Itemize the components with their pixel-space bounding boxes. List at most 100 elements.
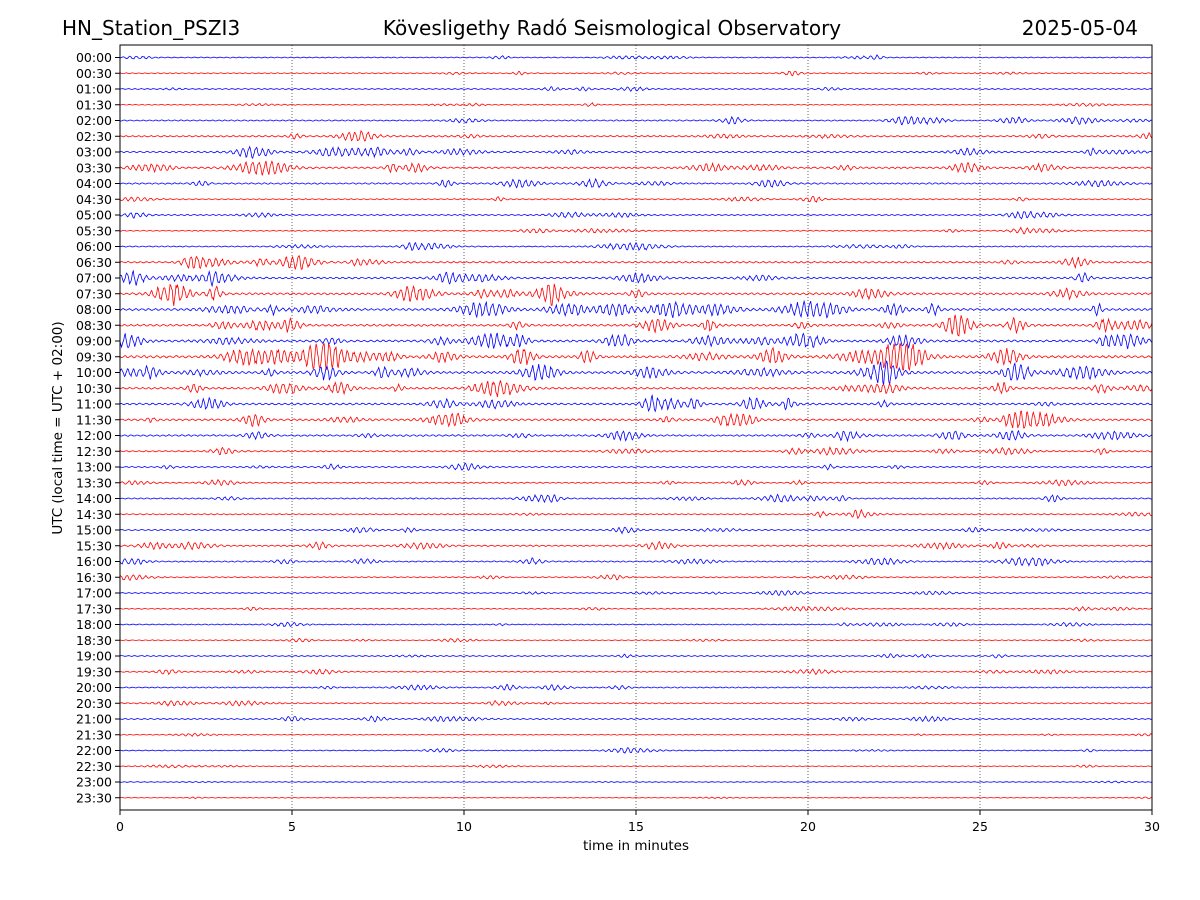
y-tick-label: 14:00	[76, 491, 112, 506]
y-tick-label: 07:30	[76, 286, 112, 301]
y-tick-label: 07:00	[76, 271, 112, 286]
trace-0500	[119, 210, 1153, 220]
y-tick-label: 18:00	[76, 617, 112, 632]
x-axis-ticks: 0 5 10 15 20 25 30	[116, 810, 1160, 834]
trace-2130	[120, 732, 1153, 737]
trace-2200	[119, 747, 1153, 754]
y-tick-label: 03:30	[76, 160, 112, 175]
trace-1830	[119, 637, 1153, 643]
y-tick-label: 14:30	[76, 507, 112, 522]
trace-1730	[119, 605, 1153, 612]
y-tick-label: 01:00	[76, 82, 112, 97]
trace-1600	[119, 556, 1153, 567]
trace-1800	[119, 621, 1153, 628]
trace-0300	[119, 145, 1153, 160]
y-tick-label: 08:30	[76, 318, 112, 333]
trace-1100	[119, 394, 1153, 413]
y-tick-label: 22:30	[76, 759, 112, 774]
y-axis-ticks: 00:0000:3001:0001:3002:0002:3003:0003:30…	[76, 50, 120, 805]
y-tick-label: 19:30	[76, 664, 112, 679]
y-tick-label: 09:00	[76, 334, 112, 349]
y-tick-label: 16:30	[76, 570, 112, 585]
trace-1300	[119, 462, 1153, 471]
y-tick-label: 17:30	[76, 601, 112, 616]
y-tick-label: 06:00	[76, 239, 112, 254]
y-axis-label: UTC (local time = UTC + 02:00)	[50, 321, 66, 534]
trace-2300	[120, 780, 1153, 784]
y-tick-label: 21:30	[76, 727, 112, 742]
trace-0700	[119, 269, 1153, 288]
x-tick-label: 15	[628, 819, 644, 834]
trace-0730	[119, 283, 1153, 307]
y-tick-label: 00:00	[76, 50, 112, 65]
trace-1430	[120, 508, 1153, 520]
y-tick-label: 21:00	[76, 712, 112, 727]
trace-2100	[119, 715, 1153, 723]
trace-0830	[119, 314, 1153, 337]
trace-0100	[119, 86, 1153, 93]
trace-0600	[119, 241, 1153, 252]
trace-1230	[119, 446, 1153, 456]
y-tick-label: 20:00	[76, 680, 112, 695]
x-tick-label: 20	[800, 819, 816, 834]
y-tick-label: 23:30	[76, 790, 112, 805]
trace-2030	[119, 699, 1152, 707]
y-tick-label: 12:00	[76, 428, 112, 443]
y-tick-label: 11:00	[76, 397, 112, 412]
y-tick-label: 06:30	[76, 255, 112, 270]
x-tick-label: 30	[1144, 819, 1160, 834]
y-tick-label: 12:30	[76, 444, 112, 459]
x-tick-label: 0	[116, 819, 124, 834]
trace-0030	[119, 70, 1153, 77]
y-tick-label: 20:30	[76, 696, 112, 711]
y-tick-label: 23:00	[76, 775, 112, 790]
y-tick-label: 11:30	[76, 412, 112, 427]
trace-0230	[119, 130, 1153, 142]
observatory-title: Kövesligethy Radó Seismological Observat…	[383, 16, 841, 40]
y-tick-label: 13:30	[76, 475, 112, 490]
y-tick-label: 22:00	[76, 743, 112, 758]
y-tick-label: 19:00	[76, 649, 112, 664]
trace-1330	[119, 478, 1153, 487]
trace-1930	[119, 668, 1153, 676]
trace-0900	[119, 332, 1153, 350]
trace-0330	[119, 160, 1153, 176]
y-tick-label: 10:30	[76, 381, 112, 396]
y-tick-label: 04:00	[76, 176, 112, 191]
trace-1030	[119, 380, 1153, 398]
trace-0530	[119, 226, 1153, 235]
y-tick-label: 03:00	[76, 145, 112, 160]
trace-0430	[119, 195, 1153, 203]
station-title: HN_Station_PSZI3	[62, 16, 240, 40]
date-title: 2025-05-04	[1022, 16, 1138, 40]
y-tick-label: 04:30	[76, 192, 112, 207]
trace-1130	[119, 410, 1153, 429]
trace-2230	[119, 764, 1152, 769]
trace-2330	[119, 796, 1153, 800]
y-tick-label: 16:00	[76, 554, 112, 569]
trace-0630	[119, 254, 1152, 270]
y-tick-label: 09:30	[76, 349, 112, 364]
x-axis-label: time in minutes	[583, 838, 689, 854]
y-tick-label: 17:00	[76, 586, 112, 601]
x-tick-label: 5	[288, 819, 296, 834]
trace-1630	[119, 574, 1152, 581]
trace-0400	[119, 177, 1153, 189]
y-tick-label: 15:30	[76, 538, 112, 553]
trace-0930	[119, 343, 1153, 372]
trace-1000	[119, 360, 1153, 385]
y-tick-label: 00:30	[76, 66, 112, 81]
y-tick-label: 18:30	[76, 633, 112, 648]
y-tick-label: 05:00	[76, 208, 112, 223]
y-tick-label: 02:30	[76, 129, 112, 144]
y-tick-label: 05:30	[76, 223, 112, 238]
y-tick-label: 08:00	[76, 302, 112, 317]
seismic-traces	[119, 54, 1153, 800]
trace-2000	[119, 683, 1153, 692]
y-tick-label: 10:00	[76, 365, 112, 380]
y-tick-label: 15:00	[76, 523, 112, 538]
trace-1900	[119, 653, 1153, 659]
trace-0000	[119, 54, 1153, 60]
trace-1400	[119, 493, 1153, 504]
